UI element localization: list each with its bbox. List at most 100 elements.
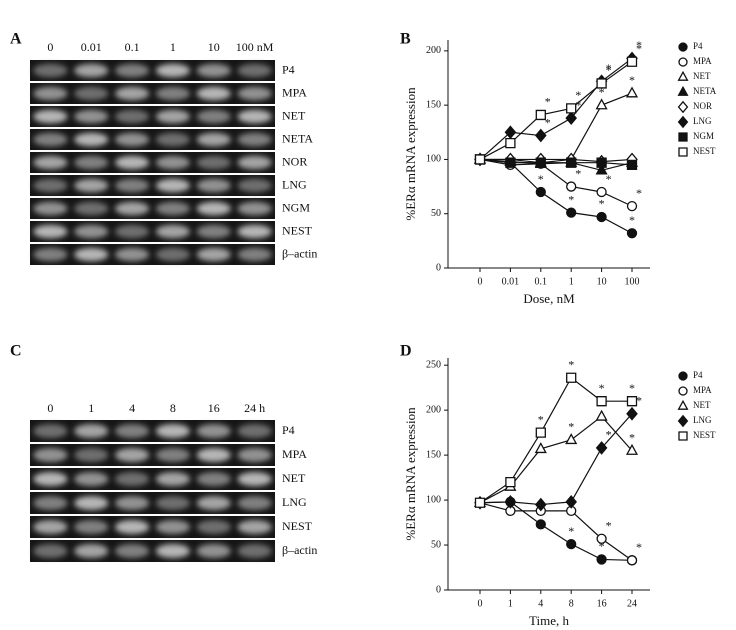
- marker: [677, 70, 689, 81]
- marker: [595, 441, 608, 455]
- marker: [565, 495, 578, 509]
- gel-band: [114, 201, 150, 216]
- series-line: [479, 502, 633, 561]
- gel-band: [155, 86, 191, 101]
- gel-band: [155, 224, 191, 239]
- lane-label: 8: [170, 401, 176, 415]
- gel-band: [155, 63, 191, 78]
- series: ** NET: [473, 70, 711, 167]
- gel-band: [155, 155, 191, 170]
- significance-label: *: [636, 540, 642, 554]
- marker: [596, 78, 607, 89]
- lane-label: 0.1: [125, 40, 140, 54]
- gel-band: [196, 86, 231, 101]
- gel-band: [237, 247, 272, 262]
- gel-band: [33, 109, 68, 124]
- significance-label: *: [575, 88, 581, 102]
- marker: [625, 86, 639, 98]
- marker: [566, 207, 577, 218]
- legend-label: LNG: [693, 415, 712, 425]
- significance-label: *: [606, 428, 612, 442]
- lane-label: 100 nM: [236, 40, 274, 54]
- y-tick-label: 150: [426, 449, 441, 460]
- gel-band: [114, 519, 150, 535]
- gel-band: [237, 471, 272, 487]
- gel-band: [196, 543, 231, 559]
- gel-band: [237, 63, 272, 78]
- gel-band: [33, 132, 68, 147]
- gel-band: [74, 519, 109, 535]
- gel-band: [196, 201, 231, 216]
- marker: [677, 100, 689, 114]
- gel-band: [114, 109, 150, 124]
- y-axis-label: %ERα mRNA expression: [403, 407, 418, 541]
- gel-band: [196, 495, 231, 511]
- gel-band: [196, 423, 231, 439]
- gel-band: [33, 201, 68, 216]
- marker: [474, 154, 486, 165]
- gel-band: [155, 495, 191, 511]
- gel-band: [237, 423, 272, 439]
- marker: [596, 211, 607, 223]
- significance-label: *: [599, 539, 605, 553]
- gel-band: [155, 423, 191, 439]
- gel-band: [237, 132, 272, 147]
- significance-label: *: [568, 420, 574, 434]
- gel-band: [196, 63, 231, 78]
- gel-band: [74, 86, 109, 101]
- gel-band: [196, 155, 231, 170]
- gel-band: [155, 543, 191, 559]
- gel-band: [196, 132, 231, 147]
- marker: [534, 442, 547, 454]
- gel-band: [74, 201, 109, 216]
- gel-band: [33, 224, 68, 239]
- marker: [565, 111, 578, 126]
- gel-band: [237, 519, 272, 535]
- significance-label: *: [575, 166, 581, 180]
- row-label: NEST: [282, 519, 313, 533]
- gel-band: [237, 178, 272, 193]
- gel-band: [33, 423, 68, 439]
- gel-band: [74, 495, 109, 511]
- gel-band: [114, 471, 150, 487]
- significance-label: *: [636, 38, 642, 52]
- gel-band: [196, 247, 231, 262]
- gel-band: [74, 247, 109, 262]
- gel-band: [114, 423, 150, 439]
- gel-band: [196, 178, 231, 193]
- gel-band: [114, 86, 150, 101]
- gel-band: [237, 224, 272, 239]
- marker: [626, 200, 638, 212]
- significance-label: *: [575, 98, 581, 112]
- lane-label: 0: [47, 401, 53, 415]
- lane-label: 16: [208, 401, 220, 415]
- marker: [626, 406, 638, 421]
- lane-label: 24 h: [244, 401, 265, 415]
- gel-band: [114, 132, 150, 147]
- significance-label: *: [629, 381, 635, 395]
- gel-band: [74, 63, 109, 78]
- significance-label: *: [606, 61, 612, 75]
- y-tick-label: 50: [431, 539, 441, 550]
- marker: [474, 497, 486, 508]
- row-label: P4: [282, 62, 295, 76]
- x-tick-label: 0: [478, 598, 483, 609]
- marker: [596, 533, 607, 544]
- gel-band: [155, 247, 191, 262]
- legend-label: P4: [693, 370, 703, 380]
- marker: [625, 443, 639, 455]
- gel-band: [114, 447, 150, 463]
- gel-band: [114, 155, 150, 170]
- gel-band: [33, 471, 68, 487]
- marker: [677, 414, 689, 428]
- marker: [535, 157, 546, 168]
- x-tick-label: 8: [569, 598, 574, 609]
- y-tick-label: 200: [426, 45, 441, 56]
- panel-letter: B: [400, 31, 411, 48]
- marker: [678, 57, 688, 67]
- significance-label: *: [629, 430, 635, 444]
- lane-label: 0: [47, 40, 53, 54]
- gel-band: [33, 155, 68, 170]
- series: * * P4: [474, 370, 703, 566]
- legend-label: P4: [693, 41, 703, 51]
